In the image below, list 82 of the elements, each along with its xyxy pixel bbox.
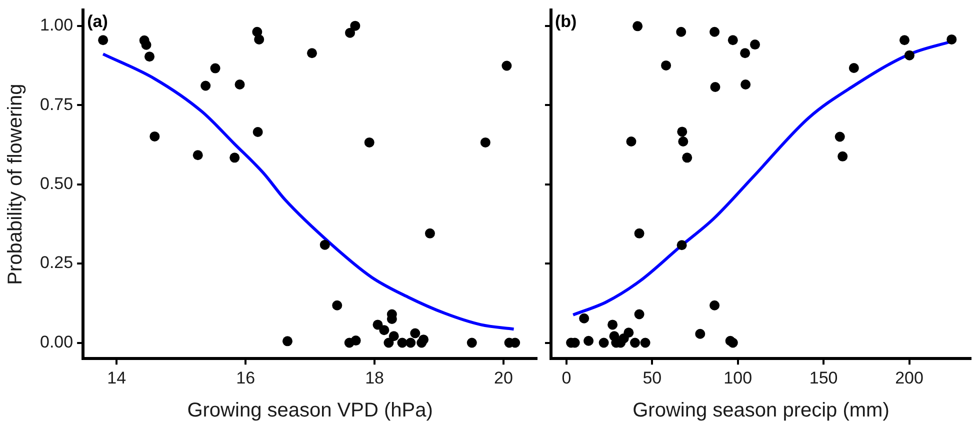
- x-tick-label: 50: [642, 368, 662, 388]
- x-tick-label: 18: [365, 368, 384, 388]
- point: [397, 338, 408, 348]
- x-tick-label: 100: [724, 368, 752, 388]
- point: [632, 21, 643, 32]
- point: [345, 28, 356, 38]
- point: [661, 60, 672, 70]
- point: [364, 137, 374, 148]
- point: [579, 313, 590, 324]
- point: [740, 79, 751, 90]
- point: [682, 152, 692, 163]
- point: [750, 40, 760, 50]
- point: [230, 152, 240, 163]
- point: [634, 228, 644, 238]
- y-tick-label: 0.50: [40, 174, 74, 193]
- point: [640, 338, 650, 348]
- point: [144, 52, 154, 62]
- point: [410, 328, 420, 338]
- point: [678, 136, 688, 147]
- annotation: (b): [555, 12, 577, 32]
- point: [192, 150, 203, 160]
- y-tick-label: 0.25: [40, 253, 74, 272]
- point: [388, 331, 399, 342]
- point: [848, 62, 859, 73]
- x-tick-label: 0: [562, 368, 572, 388]
- point: [480, 137, 490, 148]
- point: [634, 309, 644, 320]
- point: [710, 26, 720, 37]
- point: [350, 336, 361, 346]
- point: [320, 240, 330, 250]
- x-tick-label: 150: [809, 368, 838, 388]
- point: [141, 40, 152, 50]
- point: [234, 79, 245, 90]
- point: [584, 336, 594, 346]
- annotation: (a): [87, 12, 108, 32]
- point: [608, 320, 618, 330]
- point: [252, 127, 263, 138]
- point: [695, 328, 706, 339]
- point: [254, 34, 264, 44]
- point: [379, 325, 390, 336]
- x-axis-title: Growing season VPD (hPa): [187, 400, 433, 422]
- point: [306, 48, 317, 58]
- y-axis-title: Probability of flowering: [4, 84, 27, 285]
- point: [728, 338, 738, 348]
- x-axis-title: Growing season precip (mm): [632, 400, 890, 422]
- point: [946, 34, 957, 44]
- point: [384, 338, 394, 348]
- x-tick-label: 20: [494, 368, 513, 388]
- point: [98, 35, 108, 46]
- point: [598, 338, 609, 348]
- point: [372, 320, 383, 330]
- point: [502, 60, 512, 71]
- x-tick-label: 200: [895, 368, 924, 388]
- y-tick-label: 0.00: [40, 332, 74, 352]
- point: [332, 300, 342, 310]
- point: [838, 151, 848, 162]
- point: [466, 338, 477, 348]
- point: [677, 126, 688, 137]
- point: [282, 336, 292, 346]
- point: [200, 80, 211, 91]
- point: [424, 228, 435, 238]
- point: [710, 300, 720, 310]
- point: [150, 131, 160, 142]
- point: [416, 338, 427, 348]
- point: [676, 26, 686, 37]
- x-tick-label: 16: [236, 368, 256, 388]
- point: [728, 35, 738, 46]
- point: [834, 132, 845, 142]
- point: [676, 240, 687, 250]
- point: [630, 338, 640, 348]
- point: [626, 136, 636, 147]
- x-tick-label: 14: [107, 368, 126, 388]
- point: [710, 82, 720, 92]
- point: [406, 338, 416, 348]
- y-tick-label: 0.75: [40, 94, 74, 114]
- point: [350, 20, 360, 31]
- y-tick-label: 1.00: [40, 16, 74, 35]
- point: [899, 35, 910, 46]
- line-series: [102, 52, 516, 331]
- point: [740, 48, 750, 58]
- point: [210, 63, 220, 74]
- point: [904, 50, 914, 60]
